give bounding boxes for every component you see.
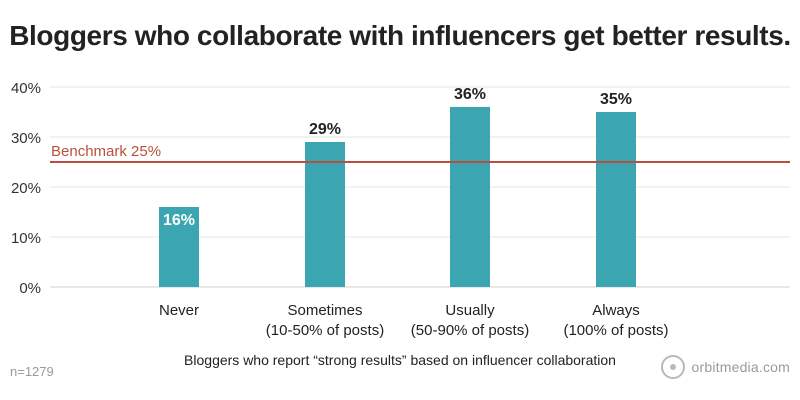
y-tick-label: 20% — [11, 180, 41, 197]
bar-value-label: 36% — [454, 86, 486, 103]
bar — [596, 112, 636, 287]
orbit-media-logo: orbitmedia.com — [661, 355, 790, 379]
orbit-logo-icon — [661, 355, 686, 379]
x-tick-label: Always — [592, 302, 640, 319]
x-axis-label: Bloggers who report “strong results” bas… — [184, 352, 616, 368]
x-tick-label: Sometimes — [287, 302, 362, 319]
x-tick-label: Never — [159, 302, 199, 319]
x-tick-label: (50-90% of posts) — [411, 322, 529, 339]
chart-title: Bloggers who collaborate with influencer… — [9, 20, 791, 51]
bar — [450, 107, 490, 287]
benchmark-label: Benchmark 25% — [51, 143, 161, 160]
x-tick-label: Usually — [445, 302, 495, 319]
y-tick-label: 0% — [19, 280, 41, 297]
x-tick-label: (100% of posts) — [563, 322, 668, 339]
y-tick-label: 30% — [11, 130, 41, 147]
logo-text: orbitmedia.com — [691, 359, 790, 375]
x-tick-label: (10-50% of posts) — [266, 322, 384, 339]
y-tick-label: 10% — [11, 230, 41, 247]
bar-value-label: 35% — [600, 91, 632, 108]
bar — [305, 142, 345, 287]
bar — [159, 207, 199, 287]
sample-size-note: n=1279 — [10, 364, 54, 379]
bar-value-label: 29% — [309, 121, 341, 138]
bar-value-label: 16% — [163, 212, 195, 229]
y-tick-label: 40% — [11, 80, 41, 97]
